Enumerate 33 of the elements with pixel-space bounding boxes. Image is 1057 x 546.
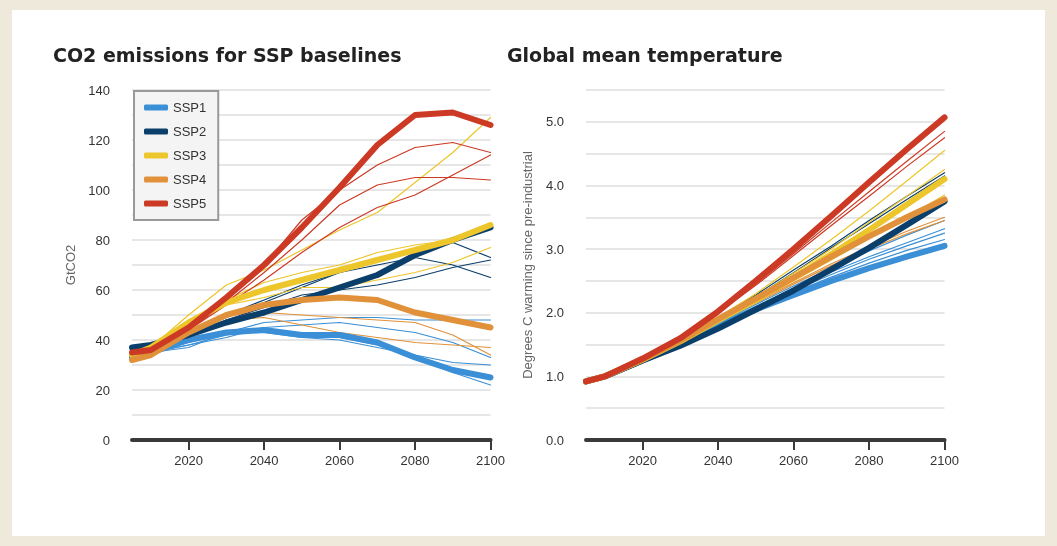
legend-label: SSP3 [173, 148, 207, 163]
y-tick-label: 0.0 [545, 432, 564, 448]
x-tick-label: 2100 [476, 453, 505, 468]
x-tick-label: 2080 [854, 453, 884, 468]
y-axis-title: Degrees C warming since pre-industrial [520, 151, 535, 379]
y-tick-label: 1.0 [545, 368, 564, 384]
legend-label: SSP2 [173, 124, 207, 139]
y-tick-label: 3.0 [545, 241, 564, 257]
y-tick-label: 2.0 [545, 305, 564, 321]
x-tick-label: 2100 [930, 453, 959, 468]
y-tick-label: 60 [95, 282, 110, 298]
y-tick-label: 100 [88, 182, 110, 198]
x-tick-label: 2020 [628, 453, 658, 468]
y-axis-title: GtCO2 [63, 244, 79, 286]
y-tick-label: 5.0 [545, 114, 564, 130]
y-tick-label: 4.0 [545, 177, 564, 193]
chart-title: CO2 emissions for SSP baselines [53, 43, 402, 66]
y-tick-label: 20 [95, 382, 110, 398]
y-tick-label: 80 [95, 232, 110, 248]
y-tick-label: 140 [88, 82, 110, 98]
x-tick-label: 2060 [779, 453, 809, 468]
x-tick-label: 2080 [400, 453, 430, 468]
chart-title: Global mean temperature [507, 43, 783, 66]
x-tick-label: 2040 [249, 453, 279, 468]
y-tick-label: 0 [102, 432, 110, 448]
legend-label: SSP1 [173, 100, 207, 115]
legend-label: SSP5 [173, 196, 207, 211]
y-tick-label: 120 [88, 132, 110, 148]
legend-label: SSP4 [173, 172, 207, 187]
x-tick-label: 2020 [174, 453, 204, 468]
x-tick-label: 2040 [703, 453, 733, 468]
x-tick-label: 2060 [325, 453, 355, 468]
y-tick-label: 40 [95, 332, 110, 348]
